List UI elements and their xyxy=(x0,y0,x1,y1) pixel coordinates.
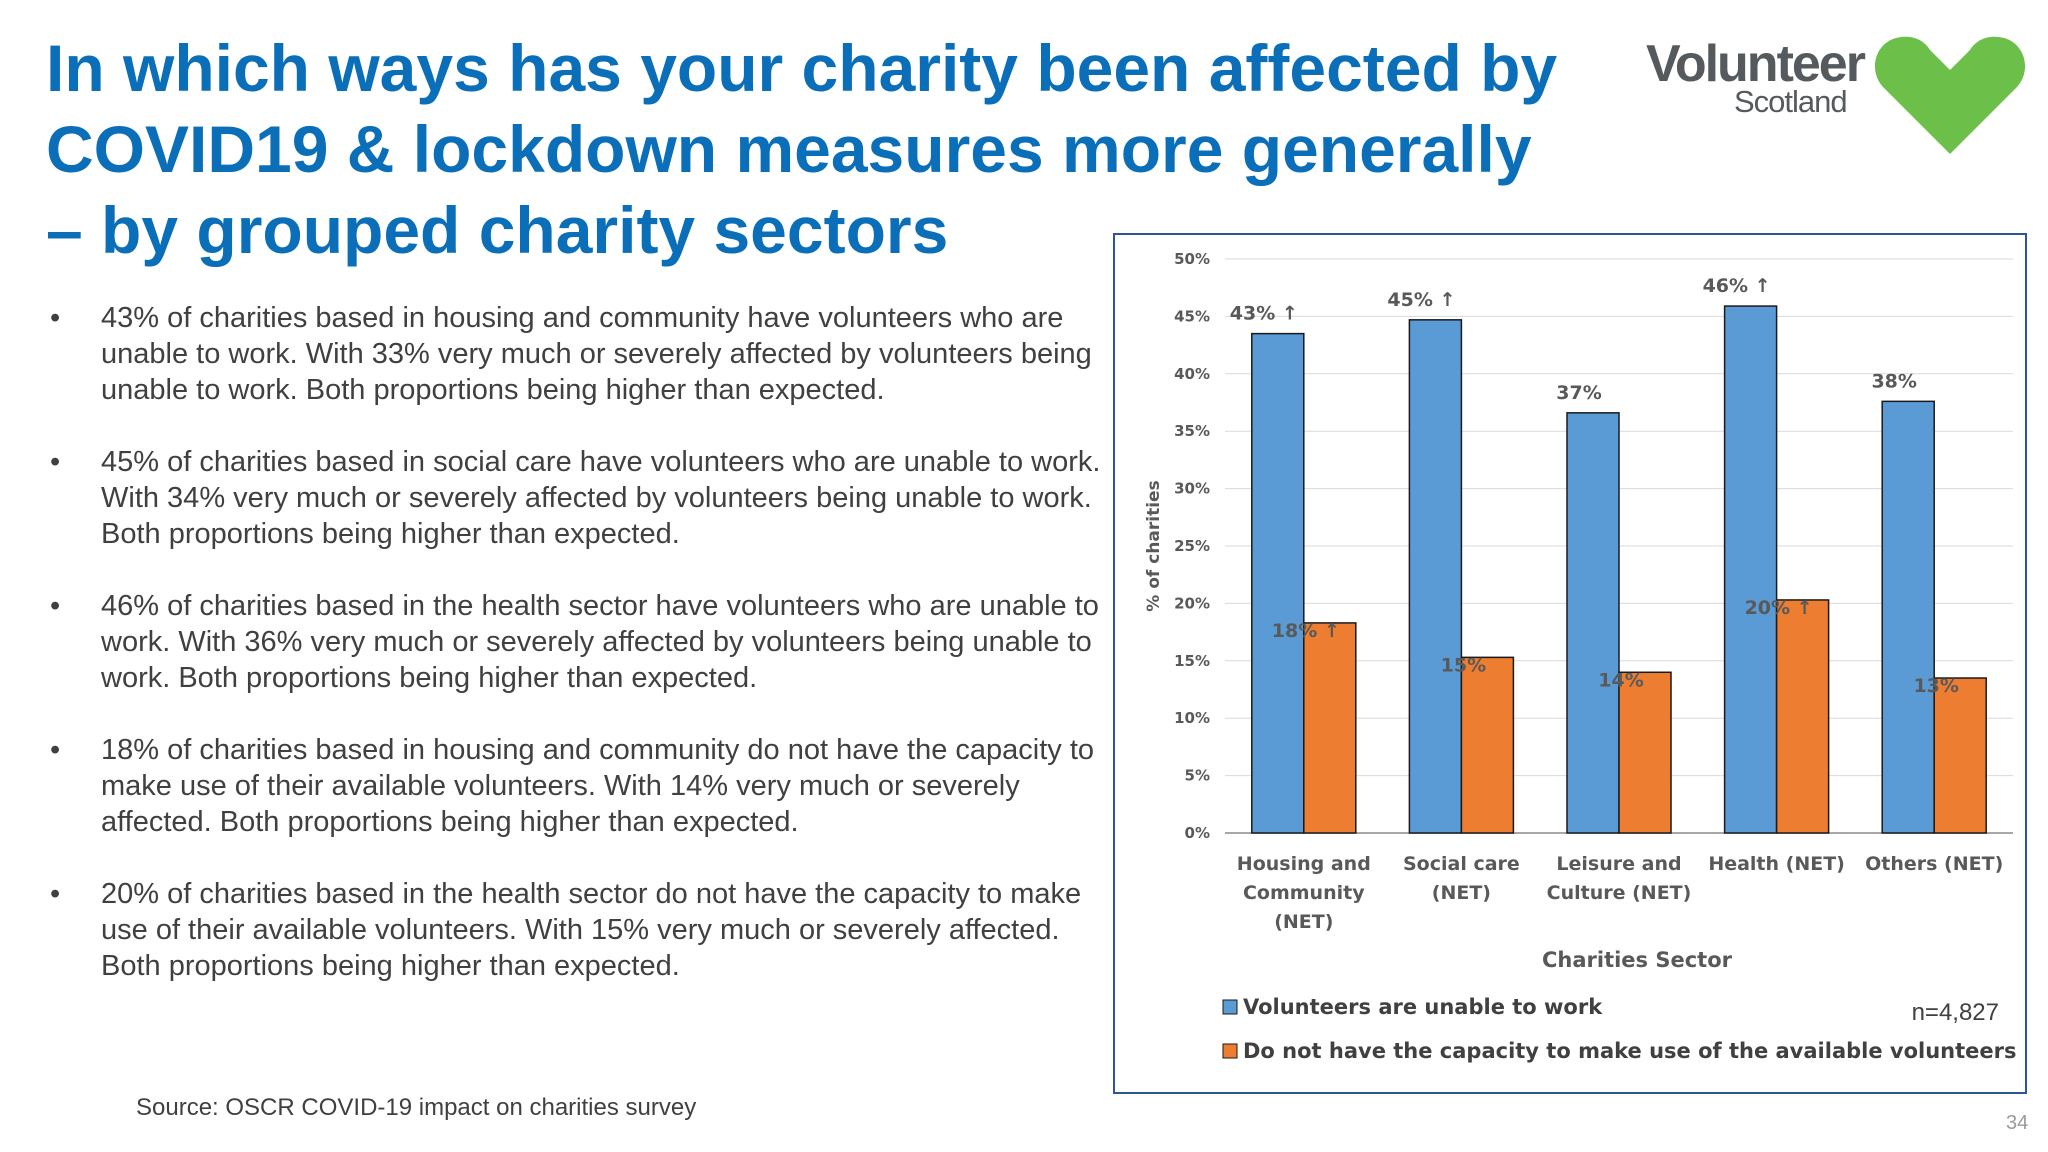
slide-title: In which ways has your charity been affe… xyxy=(46,28,1646,271)
bullet-item: 45% of charities based in social care ha… xyxy=(44,444,1104,552)
data-label: 45% ↑ xyxy=(1387,289,1455,311)
x-tick-label: Community xyxy=(1243,882,1365,904)
bar-chart: 0% 5% 10% 15% 20% 25% 30% 35% 40% 45% 50% % of char… xyxy=(1144,250,2017,1063)
bar xyxy=(1933,677,1987,834)
x-tick-label: Social care xyxy=(1403,853,1520,875)
y-axis-label: % of charities xyxy=(1144,480,1164,611)
x-tick-label: (NET) xyxy=(1274,911,1333,933)
legend-swatch xyxy=(1222,999,1238,1015)
bullet-item: 20% of charities based in the health sec… xyxy=(44,876,1104,984)
y-tick-label: 10% xyxy=(1174,709,1210,727)
title-line-3: – by grouped charity sectors xyxy=(46,193,949,267)
y-tick-label: 25% xyxy=(1174,537,1210,555)
x-tick-label: (NET) xyxy=(1432,882,1491,904)
y-tick-label: 50% xyxy=(1174,250,1210,268)
legend-swatch xyxy=(1222,1043,1238,1059)
y-tick-label: 20% xyxy=(1174,594,1210,612)
bar xyxy=(1460,656,1515,834)
volunteer-scotland-logo: Volunteer Scotland xyxy=(1640,30,2030,165)
data-label: 37% xyxy=(1556,382,1601,404)
bullet-list: 43% of charities based in housing and co… xyxy=(44,300,1104,1020)
bar xyxy=(1303,622,1357,834)
y-tick-label: 15% xyxy=(1174,652,1210,670)
bar xyxy=(1251,332,1305,834)
y-tick-label: 40% xyxy=(1174,365,1210,383)
x-tick-label: Culture (NET) xyxy=(1547,882,1692,904)
bullet-item: 43% of charities based in housing and co… xyxy=(44,300,1104,408)
y-tick-label: 5% xyxy=(1185,767,1210,785)
data-label: 20% ↑ xyxy=(1745,597,1813,619)
title-line-1: In which ways has your charity been affe… xyxy=(46,31,1558,105)
data-label: 46% ↑ xyxy=(1703,275,1771,297)
legend-label: Volunteers are unable to work xyxy=(1243,995,1603,1019)
x-tick-label: Leisure and xyxy=(1556,853,1681,875)
logo-word: Volunteer xyxy=(1646,35,1866,93)
x-tick-label: Housing and xyxy=(1237,853,1371,875)
x-tick-label: Others (NET) xyxy=(1865,853,2003,875)
bar xyxy=(1775,599,1830,834)
bullet-item: 18% of charities based in housing and co… xyxy=(44,732,1104,840)
heart-icon xyxy=(1874,36,2026,155)
x-tick-label: Health (NET) xyxy=(1708,853,1845,875)
x-axis-label: Charities Sector xyxy=(1542,948,1733,972)
data-label: 14% xyxy=(1598,669,1643,691)
page-number: 34 xyxy=(2006,1112,2029,1134)
bar xyxy=(1723,305,1778,834)
legend-label: Do not have the capacity to make use of … xyxy=(1243,1039,2017,1063)
sample-size-label: n=4,827 xyxy=(1911,999,1999,1026)
data-label: 15% xyxy=(1441,654,1486,676)
data-label: 13% xyxy=(1913,675,1958,697)
y-tick-label: 35% xyxy=(1174,422,1210,440)
bar xyxy=(1881,400,1935,834)
y-tick-label: 45% xyxy=(1174,307,1210,325)
bar xyxy=(1618,671,1672,834)
data-label: 43% ↑ xyxy=(1230,303,1298,325)
y-tick-label: 30% xyxy=(1174,480,1210,498)
bar xyxy=(1408,319,1463,834)
data-label: 18% ↑ xyxy=(1272,620,1340,642)
title-line-2: COVID19 & lockdown measures more general… xyxy=(46,112,1532,186)
source-note: Source: OSCR COVID-19 impact on charitie… xyxy=(136,1094,697,1121)
logo-subword: Scotland xyxy=(1734,84,1848,119)
y-tick-label: 0% xyxy=(1185,824,1210,842)
data-label: 38% xyxy=(1871,370,1916,392)
chart-frame: 0% 5% 10% 15% 20% 25% 30% 35% 40% 45% 50% % of char… xyxy=(1113,233,2027,1094)
bullet-item: 46% of charities based in the health sec… xyxy=(44,588,1104,696)
bar xyxy=(1566,412,1620,834)
